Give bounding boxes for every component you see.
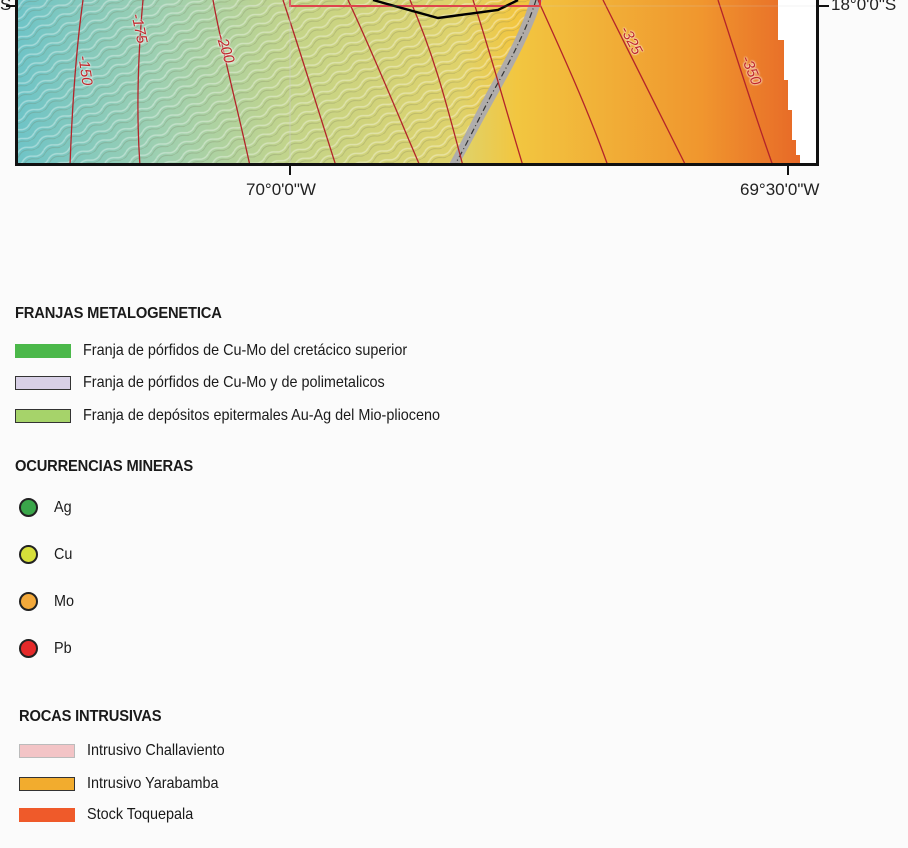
legend-item-label: Intrusivo Yarabamba [87,775,219,792]
circle-symbol-icon [19,592,38,611]
legend-item-pb: Pb [15,639,74,658]
swatch [15,376,71,390]
swatch [15,344,71,358]
contour-line [137,0,144,163]
legend-item-toquepala: Stock Toquepala [19,806,205,824]
legend-item-label: Intrusivo Challaviento [87,742,225,759]
longitude-label: 69°30'0"W [740,180,820,199]
contour-lines [69,0,773,163]
legend-item-franja-cu-mo-cretacico: Franja de pórfidos de Cu-Mo del cretácic… [15,342,443,360]
right-tick [819,5,829,7]
legend-ocurrencias: OCURRENCIAS MINERAS [15,458,209,476]
legend-franjas: FRANJAS METALOGENETICA [15,305,240,323]
geologic-boundary-line [455,0,537,163]
legend-item-label: Cu [54,545,73,563]
swatch [19,744,75,758]
swatch [19,777,75,791]
legend-item-label: Franja de pórfidos de Cu-Mo del cretácic… [83,342,408,359]
legend-item-label: Franja de pórfidos de Cu-Mo y de polimet… [83,374,385,391]
legend-item-label: Ag [54,498,72,516]
legend-title: ROCAS INTRUSIVAS [19,708,162,725]
legend-item-label: Stock Toquepala [87,806,194,823]
contour-line [602,0,686,163]
terrain-ridges [18,0,538,163]
contour-line [212,0,251,163]
longitude-label: 70°0'0"W [246,180,316,199]
latitude-label: 18°0'0"S [831,0,897,14]
legend-title: OCURRENCIAS MINERAS [15,458,194,475]
legend-item-label: Mo [54,592,75,610]
swatch [19,808,75,822]
legend-item-mo: Mo [15,592,76,611]
legend-item-label: Pb [54,639,72,657]
legend-title: FRANJAS METALOGENETICA [15,305,222,322]
circle-symbol-icon [19,639,38,658]
legend-item-cu: Cu [15,545,74,564]
contour-line [537,0,608,163]
legend-item-yarabamba: Intrusivo Yarabamba [19,775,233,793]
contour-line [347,0,420,163]
legend-rocas: ROCAS INTRUSIVAS [19,708,174,726]
legend-item-challaviento: Intrusivo Challaviento [19,742,240,760]
map-view[interactable]: -150 -175 -200 -325 -350 [15,0,819,166]
legend-item-label: Franja de depósitos epitermales Au-Ag de… [83,407,441,424]
left-tick [6,5,16,7]
contour-line [69,0,84,163]
legend-item-franja-epitermales: Franja de depósitos epitermales Au-Ag de… [15,407,480,425]
swatch [15,409,71,423]
left-edge-label-fragment: S [0,0,12,14]
circle-symbol-icon [19,545,38,564]
fault-line [372,0,519,20]
map-canvas [18,0,816,163]
geologic-boundary-band [449,0,542,163]
contour-line [472,0,523,163]
contour-line [717,0,773,163]
bottom-tick [787,166,789,175]
legend-item-franja-cu-mo-polimetalicos: Franja de pórfidos de Cu-Mo y de polimet… [15,374,418,392]
contour-line [409,0,463,163]
legend-item-ag: Ag [15,498,74,517]
circle-symbol-icon [19,498,38,517]
map-data-edge [778,0,816,163]
bottom-tick [289,166,291,175]
